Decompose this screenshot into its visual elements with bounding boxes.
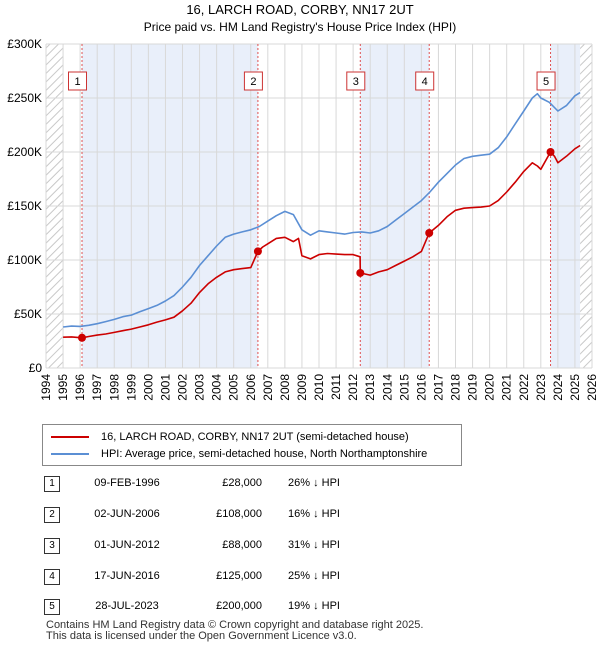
- sale-date: 01-JUN-2012: [94, 539, 160, 551]
- sale-marker-dot: [425, 229, 434, 237]
- x-tick-label: 2002: [176, 374, 190, 401]
- sale-marker-dot: [253, 247, 262, 256]
- x-tick-label: 2022: [517, 374, 531, 401]
- price-chart: 16, LARCH ROAD, CORBY, NN17 2UT Price pa…: [7, 2, 599, 401]
- x-tick-label: 2013: [363, 374, 377, 401]
- sale-hpi-diff: 25% ↓ HPI: [288, 570, 340, 582]
- x-tick-label: 2024: [551, 374, 565, 401]
- sale-date: 02-JUN-2006: [94, 508, 160, 520]
- x-tick-label: 2009: [295, 374, 309, 401]
- sale-row: 2 02-JUN-2006 £108,000 16% ↓ HPI: [42, 505, 582, 525]
- sale-marker-label: 3: [353, 76, 359, 88]
- x-tick-label: 2014: [380, 374, 394, 401]
- legend-label-hpi: HPI: Average price, semi-detached house,…: [101, 448, 428, 460]
- x-tick-label: 1996: [73, 374, 87, 401]
- sale-hpi-diff: 16% ↓ HPI: [288, 508, 340, 520]
- x-tick-label: 2015: [397, 374, 411, 401]
- sale-marker-box: [243, 71, 263, 91]
- y-tick-label: £0: [29, 361, 43, 375]
- chart-subtitle: Price paid vs. HM Land Registry's House …: [144, 20, 456, 34]
- legend-swatch-property: [51, 436, 89, 438]
- sale-number: 1: [44, 476, 60, 492]
- sale-row: 3 01-JUN-2012 £88,000 31% ↓ HPI: [42, 536, 582, 556]
- sale-number: 4: [44, 569, 60, 585]
- sale-marker-dot: [78, 333, 87, 342]
- x-tick-label: 2016: [414, 374, 428, 401]
- sale-price: £108,000: [216, 508, 262, 520]
- sale-marker-dot: [356, 268, 365, 277]
- x-tick-label: 2004: [210, 374, 224, 401]
- x-tick-label: 2025: [568, 374, 582, 401]
- x-tick-label: 2005: [227, 374, 241, 401]
- x-tick-label: 2020: [483, 374, 497, 401]
- sale-date: 28-JUL-2023: [95, 600, 159, 612]
- x-tick-label: 2023: [534, 374, 548, 401]
- y-tick-label: £300K: [7, 37, 42, 51]
- footer-attribution: Contains HM Land Registry data © Crown c…: [46, 620, 423, 642]
- sale-number: 5: [44, 599, 60, 615]
- x-tick-label: 2018: [449, 374, 463, 401]
- x-tick-label: 2021: [500, 374, 514, 401]
- y-tick-label: £250K: [7, 91, 42, 105]
- legend-swatch-hpi: [51, 453, 89, 455]
- sale-marker-box: [536, 71, 556, 91]
- sale-row: 5 28-JUL-2023 £200,000 19% ↓ HPI: [42, 597, 582, 617]
- sale-number: 2: [44, 507, 60, 523]
- x-tick-label: 2012: [346, 374, 360, 401]
- sale-hpi-diff: 31% ↓ HPI: [288, 539, 340, 551]
- x-tick-label: 1995: [56, 374, 70, 401]
- sale-hpi-diff: 19% ↓ HPI: [288, 600, 340, 612]
- x-tick-label: 2003: [193, 374, 207, 401]
- sale-marker-label: 5: [543, 76, 549, 88]
- x-tick-label: 1997: [90, 374, 104, 401]
- sale-marker-label: 1: [74, 76, 80, 88]
- x-tick-label: 2006: [244, 374, 258, 401]
- sale-row: 1 09-FEB-1996 £28,000 26% ↓ HPI: [42, 474, 582, 494]
- sale-price: £28,000: [222, 477, 262, 489]
- legend-label-property: 16, LARCH ROAD, CORBY, NN17 2UT (semi-de…: [101, 431, 409, 443]
- y-tick-label: £150K: [7, 199, 42, 213]
- property-price-line: [63, 144, 581, 339]
- y-tick-label: £200K: [7, 145, 42, 159]
- y-tick-label: £50K: [14, 307, 42, 321]
- x-tick-label: 2017: [431, 374, 445, 401]
- x-tick-label: 2019: [466, 374, 480, 401]
- x-tick-label: 2000: [141, 374, 155, 401]
- sale-price: £88,000: [222, 539, 262, 551]
- x-tick-label: 2010: [312, 374, 326, 401]
- x-tick-label: 2001: [158, 374, 172, 401]
- sale-date: 17-JUN-2016: [94, 570, 160, 582]
- x-tick-label: 1994: [39, 374, 53, 401]
- x-tick-label: 2008: [278, 374, 292, 401]
- footer-line-2: This data is licensed under the Open Gov…: [46, 630, 357, 642]
- chart-legend: 16, LARCH ROAD, CORBY, NN17 2UT (semi-de…: [42, 424, 462, 466]
- sale-marker-label: 4: [422, 76, 428, 88]
- sale-marker-label: 2: [250, 76, 256, 88]
- sale-date: 09-FEB-1996: [94, 477, 160, 489]
- sale-marker-box: [346, 71, 366, 91]
- x-tick-label: 2026: [585, 374, 599, 401]
- sale-marker-dot: [546, 148, 555, 156]
- y-tick-label: £100K: [7, 253, 42, 267]
- x-tick-label: 2007: [261, 374, 275, 401]
- footer-line-1: Contains HM Land Registry data © Crown c…: [46, 619, 424, 631]
- x-tick-label: 2011: [329, 374, 343, 400]
- sale-price: £125,000: [216, 570, 262, 582]
- sale-price: £200,000: [216, 600, 262, 612]
- legend-item-hpi: HPI: Average price, semi-detached house,…: [51, 446, 427, 462]
- x-tick-label: 1998: [107, 374, 121, 401]
- sale-number: 3: [44, 538, 60, 554]
- sale-marker-box: [68, 71, 88, 91]
- sale-row: 4 17-JUN-2016 £125,000 25% ↓ HPI: [42, 567, 582, 587]
- sale-marker-box: [415, 71, 435, 91]
- hpi-line: [63, 91, 581, 328]
- chart-title: 16, LARCH ROAD, CORBY, NN17 2UT: [186, 2, 413, 17]
- legend-item-property: 16, LARCH ROAD, CORBY, NN17 2UT (semi-de…: [51, 429, 409, 445]
- sale-hpi-diff: 26% ↓ HPI: [288, 477, 340, 489]
- x-tick-label: 1999: [124, 374, 138, 401]
